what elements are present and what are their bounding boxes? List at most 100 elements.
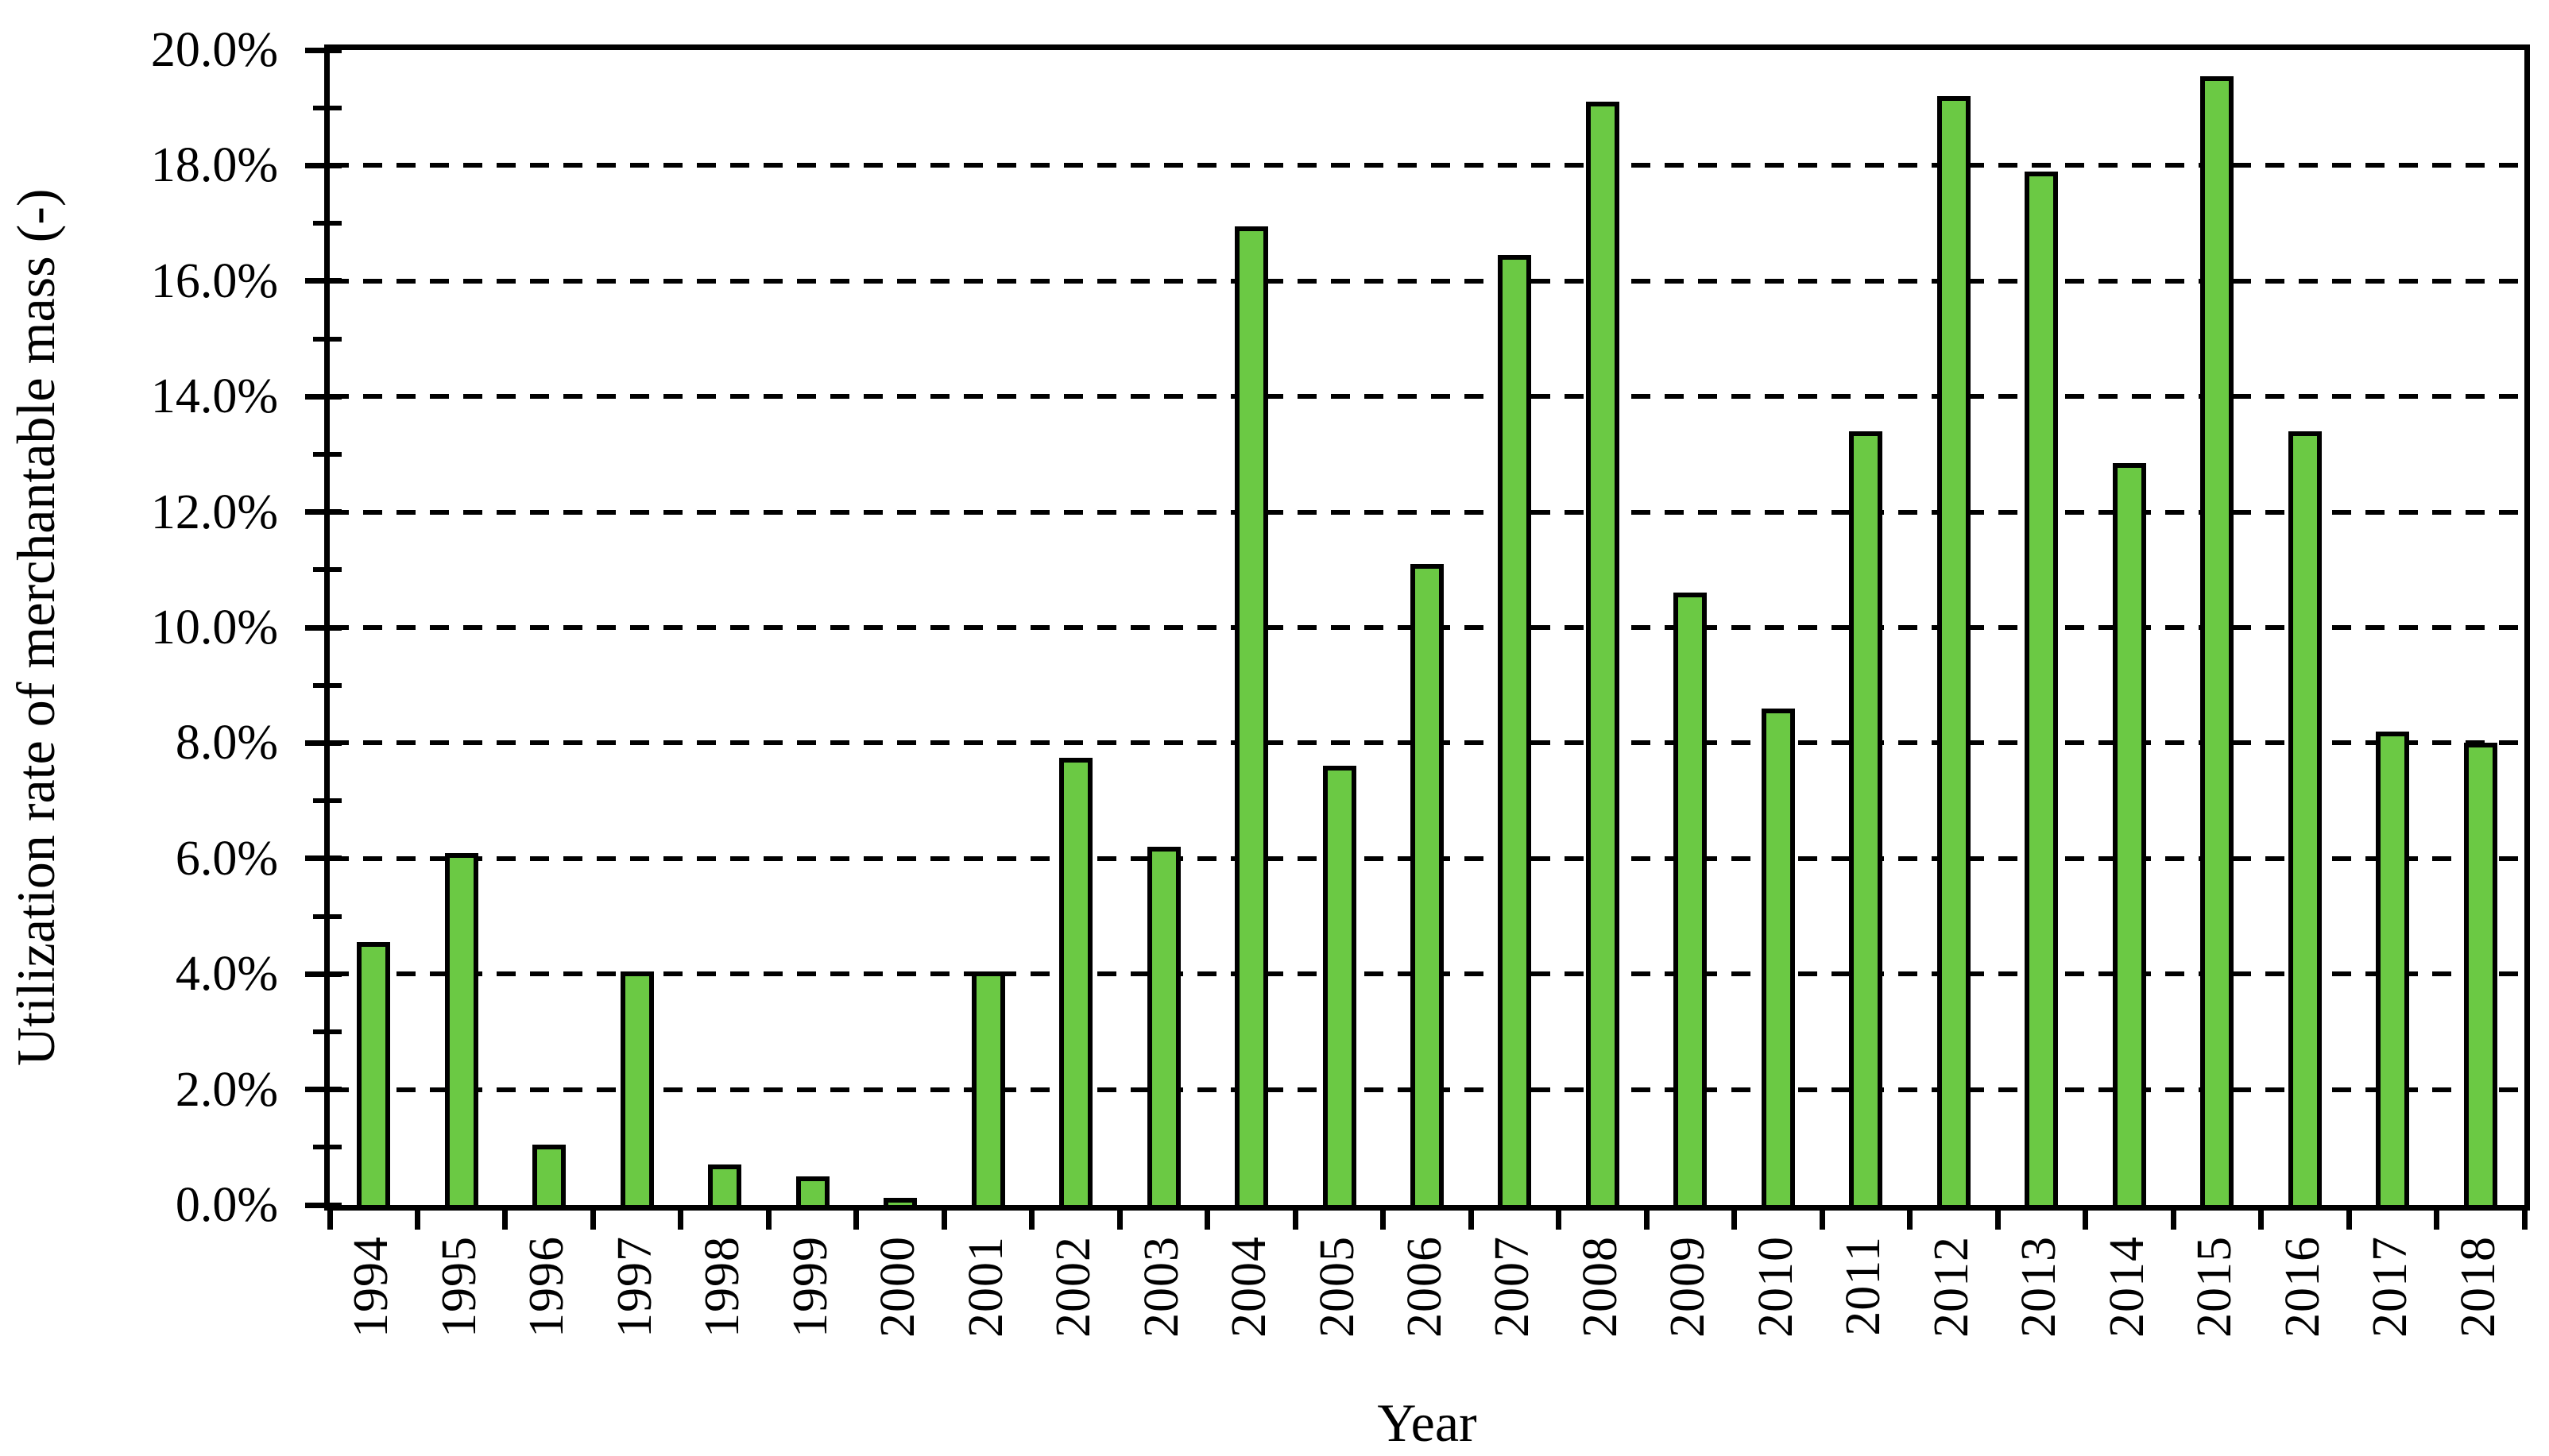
x-tick-label: 2004 [1222,1236,1277,1338]
bar [2463,743,2497,1205]
bar [620,971,654,1205]
bar [2288,431,2322,1205]
x-axis-tick [1205,1205,1211,1230]
x-axis-tick [1116,1205,1123,1230]
x-tick-label: 2015 [2187,1236,2242,1338]
y-axis-major-tick [305,740,342,746]
x-tick-label: 2001 [958,1236,1013,1338]
bar [1498,255,1532,1205]
bar [971,971,1005,1205]
x-tick-label: 2012 [1924,1236,1978,1338]
bar [2025,171,2059,1205]
y-tick-label: 18.0% [150,138,278,193]
gridline [330,394,2524,400]
bar [795,1176,830,1205]
x-tick-label: 2014 [2099,1236,2154,1338]
x-axis-tick [590,1205,596,1230]
y-axis-minor-tick [313,221,342,226]
x-axis-tick [2346,1205,2352,1230]
x-axis-tick [2083,1205,2089,1230]
bar [1322,766,1356,1205]
y-tick-label: 16.0% [150,253,278,308]
bar [444,852,478,1205]
y-axis-minor-tick [313,913,342,919]
x-axis-tick [2521,1205,2528,1230]
x-axis-tick [2434,1205,2440,1230]
x-axis-tick [1994,1205,2001,1230]
bar [2376,731,2410,1205]
y-axis-major-tick [305,162,342,168]
x-axis-tick [678,1205,684,1230]
bar [1059,757,1093,1205]
y-axis-minor-tick [313,451,342,457]
y-axis-minor-tick [313,1029,342,1034]
y-axis-major-tick [305,509,342,516]
x-axis-tick [2170,1205,2176,1230]
x-tick-label: 2002 [1046,1236,1101,1338]
y-axis-minor-tick [313,336,342,342]
bar [1235,226,1269,1205]
x-tick-label: 1996 [520,1236,574,1338]
y-tick-label: 10.0% [150,601,278,655]
gridline [330,509,2524,515]
x-tick-label: 2003 [1134,1236,1189,1338]
bar [1761,708,1795,1205]
x-axis-tick [327,1205,333,1230]
bar [1936,96,1971,1205]
y-axis-major-tick [305,1087,342,1093]
x-tick-label: 1997 [607,1236,662,1338]
x-axis-tick [414,1205,420,1230]
x-axis-tick [502,1205,509,1230]
x-axis-tick [853,1205,860,1230]
x-tick-label: 2005 [1309,1236,1364,1338]
bar [357,942,391,1205]
y-axis-major-tick [305,624,342,631]
y-tick-label: 8.0% [175,716,278,770]
y-axis-minor-tick [313,105,342,110]
x-tick-label: 1998 [695,1236,750,1338]
x-tick-label: 2011 [1836,1236,1891,1336]
x-axis-tick [941,1205,947,1230]
y-tick-label: 0.0% [175,1178,278,1232]
x-tick-label: 1994 [344,1236,399,1338]
x-axis-tick [1907,1205,1913,1230]
y-axis-major-tick [305,393,342,400]
gridline [330,278,2524,284]
x-axis-tick [1819,1205,1825,1230]
y-axis-major-tick [305,855,342,862]
plot-area [324,44,2530,1211]
x-axis-tick [1731,1205,1738,1230]
x-tick-label: 2016 [2275,1236,2330,1338]
y-axis-major-tick [305,47,342,53]
bar [2112,462,2146,1205]
bar [1849,431,1883,1205]
y-axis-minor-tick [313,682,342,688]
y-tick-label: 20.0% [150,23,278,77]
x-axis-title: Year [1377,1392,1477,1453]
x-axis-tick [765,1205,772,1230]
y-tick-label: 6.0% [175,831,278,886]
y-axis-minor-tick [313,567,342,573]
x-tick-label: 2017 [2363,1236,2418,1338]
y-tick-label: 4.0% [175,947,278,1002]
bar [1410,564,1444,1205]
bar [1673,593,1708,1205]
x-tick-label: 1999 [783,1236,837,1338]
bar [532,1144,567,1205]
bar [884,1198,918,1205]
x-axis-tick [2258,1205,2265,1230]
y-tick-label: 2.0% [175,1062,278,1117]
x-tick-label: 2007 [1485,1236,1540,1338]
bar [1147,847,1181,1205]
x-axis-tick [1380,1205,1387,1230]
x-tick-label: 2013 [2012,1236,2067,1338]
x-tick-label: 2010 [1748,1236,1803,1338]
bar [2200,75,2234,1205]
y-axis-major-tick [305,971,342,977]
x-axis-tick [1643,1205,1650,1230]
y-axis-minor-tick [313,1145,342,1150]
x-axis-tick [1292,1205,1298,1230]
x-axis-tick [1468,1205,1474,1230]
x-tick-label: 1995 [431,1236,486,1338]
